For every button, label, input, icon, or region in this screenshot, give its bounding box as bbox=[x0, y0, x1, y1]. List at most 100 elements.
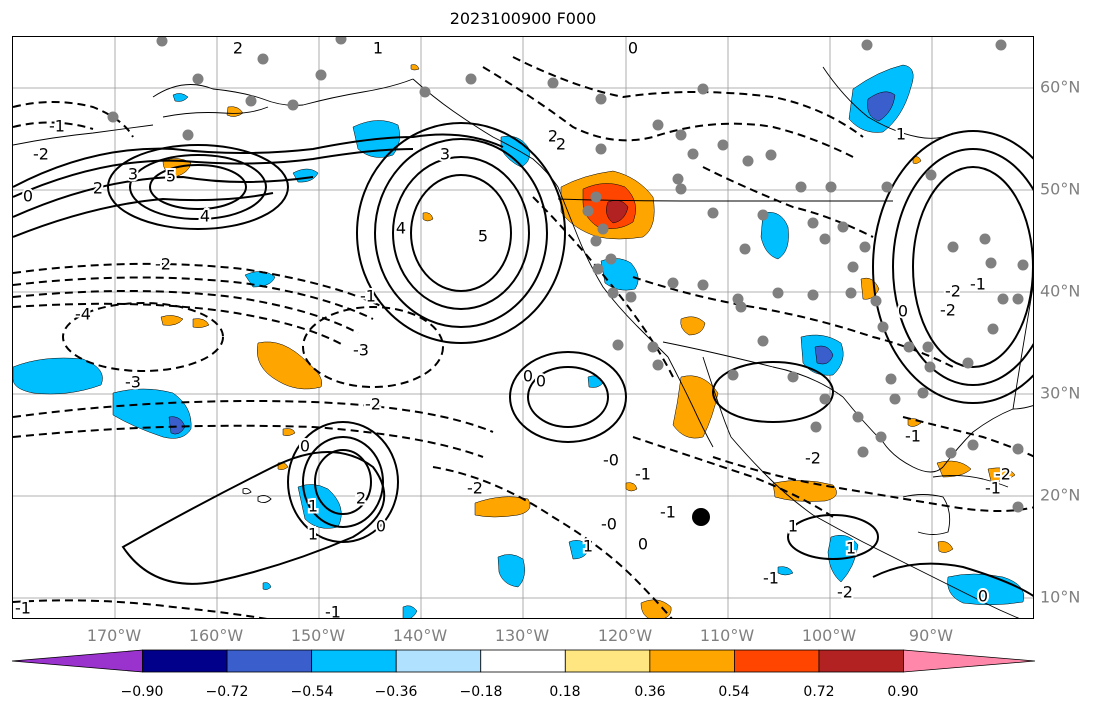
station-dot bbox=[889, 393, 901, 405]
station-dot bbox=[847, 261, 859, 273]
contour-label-37: 1 bbox=[846, 539, 856, 558]
station-dot bbox=[903, 341, 915, 353]
station-dot bbox=[156, 37, 168, 47]
station-dot bbox=[987, 323, 999, 335]
station-dot bbox=[287, 99, 299, 111]
shade-orange-baja bbox=[672, 375, 719, 439]
station-dot bbox=[881, 181, 893, 193]
station-dot bbox=[625, 291, 637, 303]
contour-label-39: 1 bbox=[373, 39, 383, 58]
map-title: 2023100900 F000 bbox=[449, 9, 597, 28]
shade-orange-honduras bbox=[937, 541, 954, 553]
station-dot bbox=[757, 335, 769, 347]
shaded-fields bbox=[13, 64, 1025, 618]
shade-blue-mexico-coast bbox=[587, 375, 604, 388]
shade-orange-small-4 bbox=[912, 156, 922, 164]
contour-dashed-1 bbox=[13, 262, 384, 308]
station-dot bbox=[697, 279, 709, 291]
station-dot bbox=[717, 139, 729, 151]
coast-alaska bbox=[152, 78, 414, 106]
contour-label-0: 2 bbox=[233, 39, 243, 58]
station-dot bbox=[807, 289, 819, 301]
shade-orange-bc bbox=[422, 212, 434, 222]
contour-dashed-7 bbox=[432, 466, 673, 618]
station-dot bbox=[335, 37, 347, 45]
contour-solid-gulf-high-1 bbox=[410, 174, 512, 292]
station-dot bbox=[924, 361, 936, 373]
coast-alaska-peninsula bbox=[162, 106, 269, 118]
contour-dashed-6 bbox=[13, 424, 484, 458]
station-dot bbox=[667, 277, 679, 289]
station-dot bbox=[757, 209, 769, 221]
coast-bc bbox=[412, 78, 559, 188]
shade-blue-pacific-mid bbox=[297, 484, 342, 529]
coastlines bbox=[13, 66, 1033, 618]
station-dot bbox=[687, 148, 699, 160]
shade-blue-small-1 bbox=[402, 605, 418, 618]
contour-solid-gulf-high-4 bbox=[356, 122, 566, 344]
coast-us-west bbox=[557, 186, 669, 358]
station-dot bbox=[857, 446, 869, 458]
shade-blue-small-2 bbox=[262, 582, 272, 590]
contour-solid-east-high-2 bbox=[892, 148, 1033, 386]
contour-label-33: -0 bbox=[603, 451, 619, 470]
contour-label-5: 0 bbox=[23, 187, 33, 206]
shade-blue-gulf-alaska bbox=[292, 168, 319, 183]
colorbar-label-neg072: −0.72 bbox=[205, 684, 249, 700]
coast-yucatan bbox=[902, 494, 951, 535]
contour-label-8: 3 bbox=[440, 145, 450, 164]
station-dot bbox=[845, 287, 857, 299]
station-dot bbox=[607, 287, 619, 299]
shade-orange-nw-pacific bbox=[160, 315, 184, 326]
coast-mexico-west bbox=[730, 436, 904, 563]
station-dot bbox=[787, 371, 799, 383]
contour-label-34: 0 bbox=[898, 302, 908, 321]
coast-east bbox=[1012, 279, 1033, 410]
contour-solid-2 bbox=[13, 148, 414, 198]
colorbar-label-090: 0.90 bbox=[887, 684, 919, 700]
contour-label-32: -2 bbox=[805, 449, 821, 468]
station-dot bbox=[257, 53, 269, 65]
lon-label-100w: 100°W bbox=[801, 626, 857, 645]
contour-label-27: -2 bbox=[837, 583, 853, 602]
colorbar-segment-4 bbox=[395, 649, 482, 673]
station-dot bbox=[547, 77, 559, 89]
station-dot bbox=[735, 301, 747, 313]
contour-label-47: -1 bbox=[970, 275, 986, 294]
contour-label-7: 2 bbox=[548, 127, 558, 146]
station-dot bbox=[590, 191, 602, 203]
station-dot bbox=[595, 143, 607, 155]
contour-solid-pacific-high bbox=[527, 366, 609, 428]
colorbar-label-054: 0.54 bbox=[718, 684, 750, 700]
station-dot bbox=[1017, 259, 1029, 271]
contour-label-36: -2 bbox=[940, 301, 956, 320]
shade-blue-utah bbox=[760, 212, 789, 260]
contour-solid-east-high-1 bbox=[912, 166, 1033, 368]
contour-label-21: 1 bbox=[308, 525, 318, 544]
lon-label-120w: 120°W bbox=[597, 626, 653, 645]
station-dot bbox=[672, 173, 684, 185]
station-dot bbox=[590, 235, 602, 247]
contour-label-4: 2 bbox=[93, 179, 103, 198]
lon-label-160w: 160°W bbox=[188, 626, 244, 645]
coast-hudson bbox=[822, 66, 954, 139]
contour-lines bbox=[13, 56, 1033, 618]
station-dot bbox=[245, 95, 257, 107]
station-dot bbox=[997, 293, 1009, 305]
contour-solid-aleutian-low-2 bbox=[129, 154, 267, 220]
contour-label-18: 0 bbox=[300, 437, 310, 456]
contour-solid-aleutian-low-3 bbox=[107, 144, 289, 230]
contour-label-20: 2 bbox=[356, 489, 366, 508]
station-dot bbox=[652, 359, 664, 371]
shade-blue-texas-core bbox=[814, 345, 834, 365]
contour-dashed-13 bbox=[712, 456, 1033, 512]
colorbar-label-neg054: −0.54 bbox=[290, 684, 334, 700]
contour-dashed-12 bbox=[632, 436, 834, 518]
coast-central-america bbox=[902, 561, 1020, 618]
station-dot bbox=[675, 183, 687, 195]
shade-orange-nw-pacific-2 bbox=[192, 318, 210, 328]
contour-dashed-10 bbox=[702, 166, 874, 238]
contour-label-12: 0 bbox=[523, 367, 533, 386]
